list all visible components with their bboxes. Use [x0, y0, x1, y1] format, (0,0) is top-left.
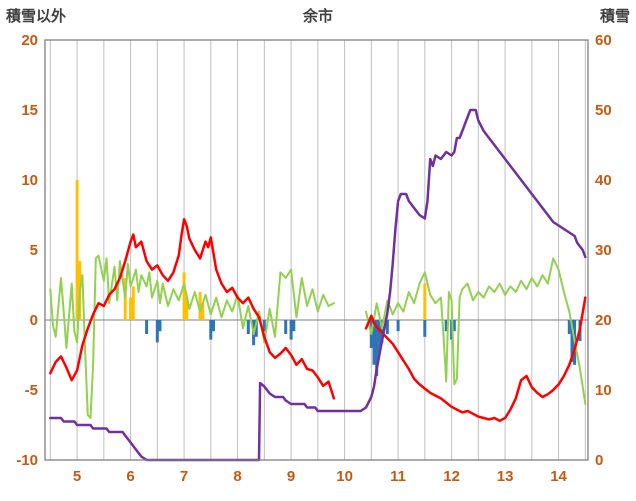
left-axis-tick: 15 [21, 102, 38, 119]
purple-line [49, 108, 587, 462]
left-axis-tick: 0 [30, 312, 38, 329]
x-axis-tick: 9 [287, 468, 295, 485]
blue-bars [423, 320, 427, 337]
left-axis-tick: -10 [16, 452, 38, 469]
blue-bars [567, 320, 571, 334]
orange-bars [131, 286, 135, 320]
right-axis-tick: 10 [595, 382, 612, 399]
right-axis-tick: 50 [595, 102, 612, 119]
orange-bars [423, 283, 427, 320]
orange-bars [75, 180, 79, 320]
blue-bars [209, 320, 213, 340]
left-axis-tick: 10 [21, 172, 38, 189]
orange-bars [129, 297, 133, 320]
blue-bars [246, 320, 250, 334]
blue-bars [289, 320, 293, 340]
blue-bars [570, 320, 574, 362]
blue-bars [145, 320, 149, 334]
x-axis-tick: 6 [126, 468, 134, 485]
blue-bars [212, 320, 215, 332]
orange-bars [182, 272, 186, 320]
x-axis-tick: 11 [390, 468, 406, 485]
green-line [49, 254, 335, 419]
red-line [49, 217, 336, 400]
x-axis-tick: 8 [233, 468, 241, 485]
left-axis-tick: -5 [25, 382, 38, 399]
plot-border [44, 39, 589, 461]
x-axis-tick: 7 [180, 468, 188, 485]
left-axis-tick: 5 [30, 242, 38, 259]
x-axis-tick: 12 [443, 468, 460, 485]
blue-bars [284, 320, 288, 334]
blue-bars [452, 320, 456, 332]
x-axis-tick: 5 [73, 468, 81, 485]
x-axis-tick: 10 [336, 468, 353, 485]
orange-bars [198, 292, 202, 320]
right-axis-tick: 60 [595, 32, 612, 49]
x-axis-tick: 13 [497, 468, 514, 485]
blue-bars [444, 320, 448, 332]
x-axis-tick: 14 [550, 468, 567, 485]
blue-bars [375, 320, 379, 376]
blue-bars [377, 320, 381, 354]
orange-bars [185, 297, 189, 320]
orange-bars [201, 303, 205, 320]
blue-bars [254, 320, 258, 337]
blue-bars [155, 320, 159, 343]
green-line [365, 257, 587, 405]
red-line [364, 296, 587, 423]
orange-bars [123, 278, 127, 320]
blue-bars [158, 320, 162, 332]
right-axis-tick: 20 [595, 312, 612, 329]
blue-bars [292, 320, 296, 332]
right-axis-tick: 40 [595, 172, 612, 189]
blue-bars [385, 320, 389, 334]
blue-bars [372, 320, 376, 365]
right-axis-tick: 30 [595, 242, 612, 259]
right-axis-tick: 0 [595, 452, 603, 469]
blue-bars [396, 320, 400, 332]
left-axis-tick: 20 [21, 32, 38, 49]
blue-bars [262, 320, 266, 332]
